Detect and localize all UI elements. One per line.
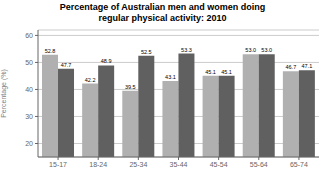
svg-text:42.2: 42.2 — [85, 77, 96, 83]
html-text:regular physical activity: 201: regular physical activity: 2010 — [98, 13, 227, 23]
svg-text:47.1: 47.1 — [302, 63, 313, 69]
svg-text:39.5: 39.5 — [125, 84, 136, 90]
svg-text:45.1: 45.1 — [205, 69, 216, 75]
svg-text:53.0: 53.0 — [245, 47, 256, 53]
svg-text:Percentage (%): Percentage (%) — [8, 69, 9, 118]
svg-text:52.8: 52.8 — [45, 48, 56, 54]
svg-text:25-34: 25-34 — [129, 161, 147, 168]
svg-text:15-17: 15-17 — [49, 161, 67, 168]
svg-text:55-64: 55-64 — [250, 161, 268, 168]
svg-text:18-24: 18-24 — [89, 161, 107, 168]
svg-text:60: 60 — [25, 32, 33, 39]
svg-text:53.0: 53.0 — [261, 47, 272, 53]
html-text:Percentage of Australian men a: Percentage of Australian men and women d… — [59, 2, 266, 12]
svg-text:47.7: 47.7 — [61, 62, 72, 68]
svg-text:45.1: 45.1 — [221, 69, 232, 75]
svg-text:52.5: 52.5 — [141, 49, 152, 55]
svg-text:53.3: 53.3 — [181, 47, 192, 53]
svg-text:65-74: 65-74 — [290, 161, 308, 168]
svg-text:50: 50 — [25, 59, 33, 66]
svg-text:40: 40 — [25, 86, 33, 93]
svg-text:45-54: 45-54 — [210, 161, 228, 168]
svg-text:43.1: 43.1 — [165, 74, 176, 80]
svg-text:20: 20 — [25, 140, 33, 147]
svg-text:30: 30 — [25, 113, 33, 120]
svg-text:35-44: 35-44 — [170, 161, 188, 168]
svg-text:48.9: 48.9 — [101, 58, 112, 64]
svg-text:46.7: 46.7 — [286, 64, 297, 70]
